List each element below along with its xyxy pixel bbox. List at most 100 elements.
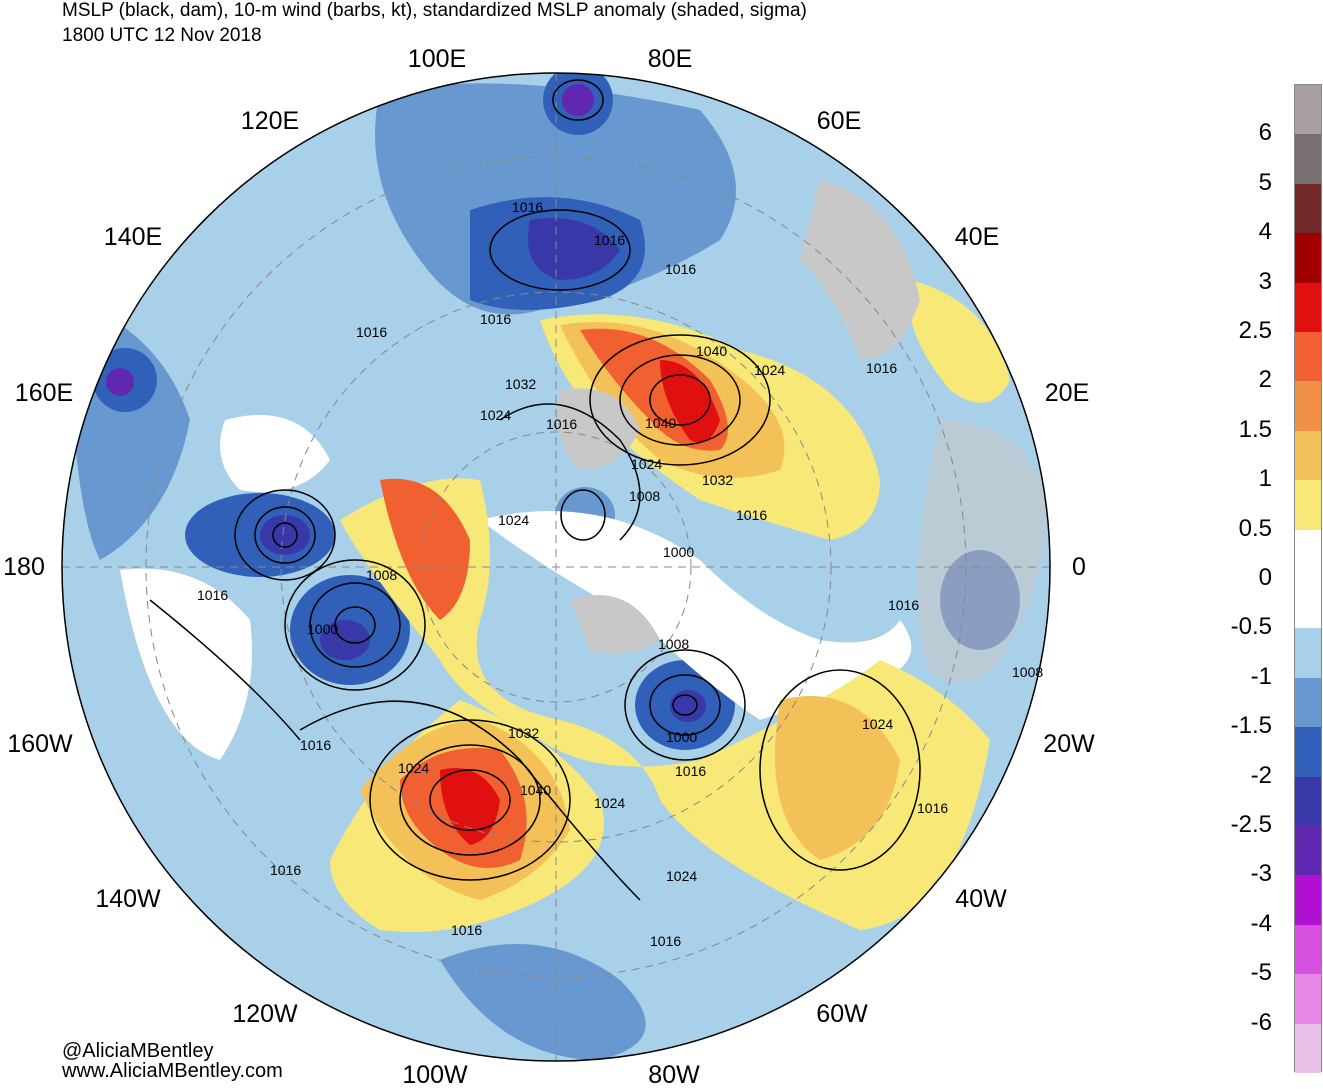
isobar-label: 1040 [696,343,727,359]
isobar-label: 1008 [366,567,397,583]
isobar-label: 1000 [307,621,338,637]
isobar-label: 1016 [665,261,696,277]
map-title: MSLP (black, dam), 10-m wind (barbs, kt)… [62,0,807,21]
isobar-label: 1016 [888,597,919,613]
isobar-label: 1032 [702,472,733,488]
graticule [62,73,1050,1061]
pos-anomaly-core-2 [440,768,500,845]
colorbar-segment [1295,233,1321,284]
isobar-label: 1016 [594,232,625,248]
lon-label-140w: 140W [95,885,161,913]
pos-anomaly-region-8 [380,478,470,620]
isobar-label: 1000 [663,544,694,560]
isobar-label: 1024 [631,456,662,472]
isobar-label: 1016 [650,933,681,949]
colorbar-segment [1295,826,1321,876]
colorbar-label: -0.5 [1230,613,1272,641]
lon-label-60e: 60E [816,107,862,135]
colorbar-label: 4 [1258,218,1272,246]
isobar-label: 1016 [866,360,897,376]
lon-label-80w: 80W [648,1061,700,1089]
lon-label-60w: 60W [816,1000,868,1028]
colorbar-label: 2 [1258,366,1272,394]
neg-anomaly-core-1 [562,84,594,116]
colorbar-segment [1295,85,1321,135]
isobar-label: 1024 [862,716,893,732]
lon-label-140e: 140E [103,223,163,251]
colorbar-label: 1 [1258,465,1272,493]
colorbar-segment [1295,381,1321,432]
lon-label-120w: 120W [232,1000,298,1028]
colorbar-label: 0 [1258,564,1272,591]
lon-label-0: 0 [1072,553,1086,581]
isobar-label: 1016 [197,587,228,603]
colorbar-label: -2.5 [1230,811,1272,838]
colorbar-label: -3 [1250,860,1272,888]
isobar-label: 1016 [451,922,482,938]
lon-label-80e: 80E [647,45,693,73]
colorbar-segment [1295,529,1321,580]
map-boundary [61,72,1051,1062]
lon-label-160w: 160W [7,730,73,758]
lon-label-120e: 120E [240,107,300,135]
isobar-label: 1016 [356,324,387,340]
colorbar-segment [1295,677,1321,728]
neutral-region-3 [480,511,912,720]
colorbar-segment [1295,974,1321,1025]
land-africa [917,420,1050,683]
colorbar-label: -2 [1250,761,1272,789]
colorbar-segment [1295,282,1321,333]
isobars [149,79,921,901]
neg-anomaly-core-2 [106,368,134,396]
colorbar-segment [1295,134,1321,185]
isobar-label: 1040 [520,782,551,798]
colorbar-segment [1295,628,1321,679]
isobar-label: 1008 [1012,664,1043,680]
isobar-label: 1024 [594,795,625,811]
isobar-label: 1008 [658,636,689,652]
isobar-label: 1016 [917,800,948,816]
neutral-region-1 [220,415,330,492]
lon-label-160e: 160E [14,379,74,407]
isobar-label: 1024 [754,362,785,378]
colorbar-segment [1295,480,1321,531]
isobar-label: 1016 [675,763,706,779]
pos-anomaly-region-10 [908,280,1010,403]
colorbar-label: 2.5 [1238,317,1272,344]
isobar-label: 1024 [666,868,697,884]
colorbar-label: 0.5 [1238,514,1272,542]
colorbar-label: -4 [1250,909,1272,937]
lon-label-100w: 100W [402,1061,468,1089]
colorbar-segment [1295,924,1321,975]
map-disk [62,73,1050,1061]
neutral-region-2 [120,568,252,760]
colorbar-segment [1295,727,1321,778]
lon-label-100e: 100E [407,45,467,73]
colorbar-label: 5 [1258,168,1272,196]
isobar-label: 1032 [508,725,539,741]
colorbar-label: -5 [1250,959,1272,987]
isobar-label: 1024 [498,512,529,528]
pos-anomaly-core-1 [660,360,720,443]
colorbar-label: -1.5 [1230,712,1272,740]
neg-anomaly-region-3 [528,218,620,280]
lon-label-40e: 40E [954,223,1000,251]
valid-time: 1800 UTC 12 Nov 2018 [62,25,262,46]
lon-label-20w: 20W [1043,730,1095,758]
isobar-label: 1016 [480,311,511,327]
isobar-label: 1024 [398,760,429,776]
colorbar-label: 1.5 [1238,415,1272,443]
colorbar-label: 6 [1258,119,1272,147]
colorbar-segment [1295,579,1321,629]
lon-label-20e: 20E [1044,379,1090,407]
isobar-label: 1032 [505,376,536,392]
isobar-label: 1016 [736,507,767,523]
colorbar-segment [1295,875,1321,926]
colorbar [1294,84,1322,1074]
isobar-label: 1000 [666,729,697,745]
isobar-label: 1016 [270,862,301,878]
colorbar-segment [1295,776,1321,827]
credit-website: www.AliciaMBentley.com [62,1060,283,1082]
land-europe [800,180,920,360]
